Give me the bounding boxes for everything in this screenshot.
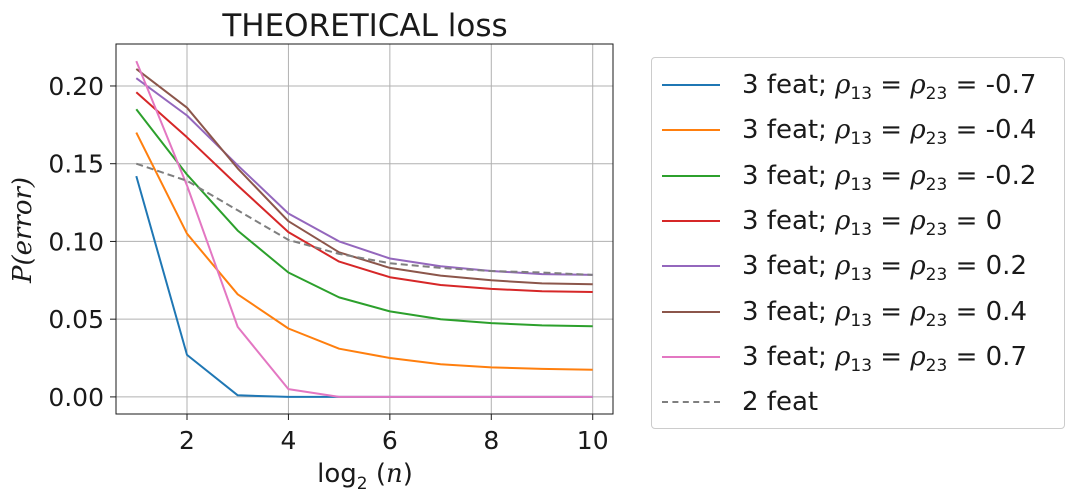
- legend-swatch: [662, 84, 720, 86]
- legend-label: 3 feat; ρ13 = ρ23 = 0.2: [742, 251, 1027, 286]
- legend-item: 3 feat; ρ13 = ρ23 = -0.7: [652, 65, 1036, 105]
- series-line-2: [135, 132, 593, 371]
- legend-item: 2 feat: [652, 382, 818, 422]
- legend-item: 3 feat; ρ13 = ρ23 = 0.7: [652, 337, 1027, 377]
- legend-swatch: [662, 401, 720, 404]
- legend-label: 3 feat; ρ13 = ρ23 = 0: [742, 205, 1003, 240]
- series-line-1: [135, 175, 593, 398]
- series-line-5: [135, 77, 593, 276]
- legend-swatch: [662, 174, 720, 177]
- legend: 3 feat; ρ13 = ρ23 = -0.7 3 feat; ρ13 = ρ2…: [651, 57, 1065, 429]
- legend-swatch: [662, 310, 720, 313]
- series-line-3: [135, 108, 593, 328]
- series-line-6: [135, 68, 593, 286]
- plot-area: [115, 43, 614, 415]
- legend-label: 2 feat: [742, 387, 819, 418]
- legend-label: 3 feat; ρ13 = ρ23 = -0.2: [742, 160, 1037, 195]
- chart-title: THEORETICAL loss: [221, 8, 507, 44]
- x-tick-label: 4: [280, 426, 296, 455]
- legend-swatch: [662, 129, 720, 132]
- x-tick-label: 8: [483, 426, 499, 455]
- series-lines: [135, 60, 593, 398]
- x-tick-label: 2: [179, 426, 195, 455]
- legend-item: 3 feat; ρ13 = ρ23 = 0.4: [652, 292, 1027, 332]
- legend-item: 3 feat; ρ13 = ρ23 = -0.4: [652, 110, 1036, 150]
- legend-swatch: [662, 219, 720, 222]
- y-axis-label: P(error): [8, 177, 38, 284]
- y-tick-label: 0.20: [48, 72, 104, 101]
- y-tick-label: 0.15: [48, 150, 104, 179]
- x-tick-label: 10: [577, 426, 609, 455]
- y-tick-label: 0.10: [48, 227, 104, 256]
- legend-label: 3 feat; ρ13 = ρ23 = -0.7: [742, 70, 1037, 104]
- legend-swatch: [662, 265, 720, 268]
- y-tick-label: 0.05: [48, 305, 104, 334]
- legend-label: 3 feat; ρ13 = ρ23 = 0.4: [742, 296, 1027, 331]
- legend-swatch: [662, 355, 720, 358]
- legend-item: 3 feat; ρ13 = ρ23 = -0.2: [652, 156, 1036, 196]
- series-line-4: [135, 91, 593, 293]
- series-line-7: [135, 60, 593, 398]
- y-tick-label: 0.00: [48, 383, 104, 412]
- series-line-8: [135, 162, 593, 276]
- legend-label: 3 feat; ρ13 = ρ23 = 0.7: [742, 341, 1027, 376]
- legend-item: 3 feat; ρ13 = ρ23 = 0: [652, 201, 1002, 241]
- legend-label: 3 feat; ρ13 = ρ23 = -0.4: [742, 115, 1037, 150]
- x-tick-label: 6: [382, 426, 398, 455]
- legend-item: 3 feat; ρ13 = ρ23 = 0.2: [652, 246, 1027, 286]
- x-axis-label: log2 (n): [317, 459, 413, 494]
- axis-ticks: 2 4 6 8 10 0.00 0.05 0.10 0.15 0.20: [48, 72, 608, 455]
